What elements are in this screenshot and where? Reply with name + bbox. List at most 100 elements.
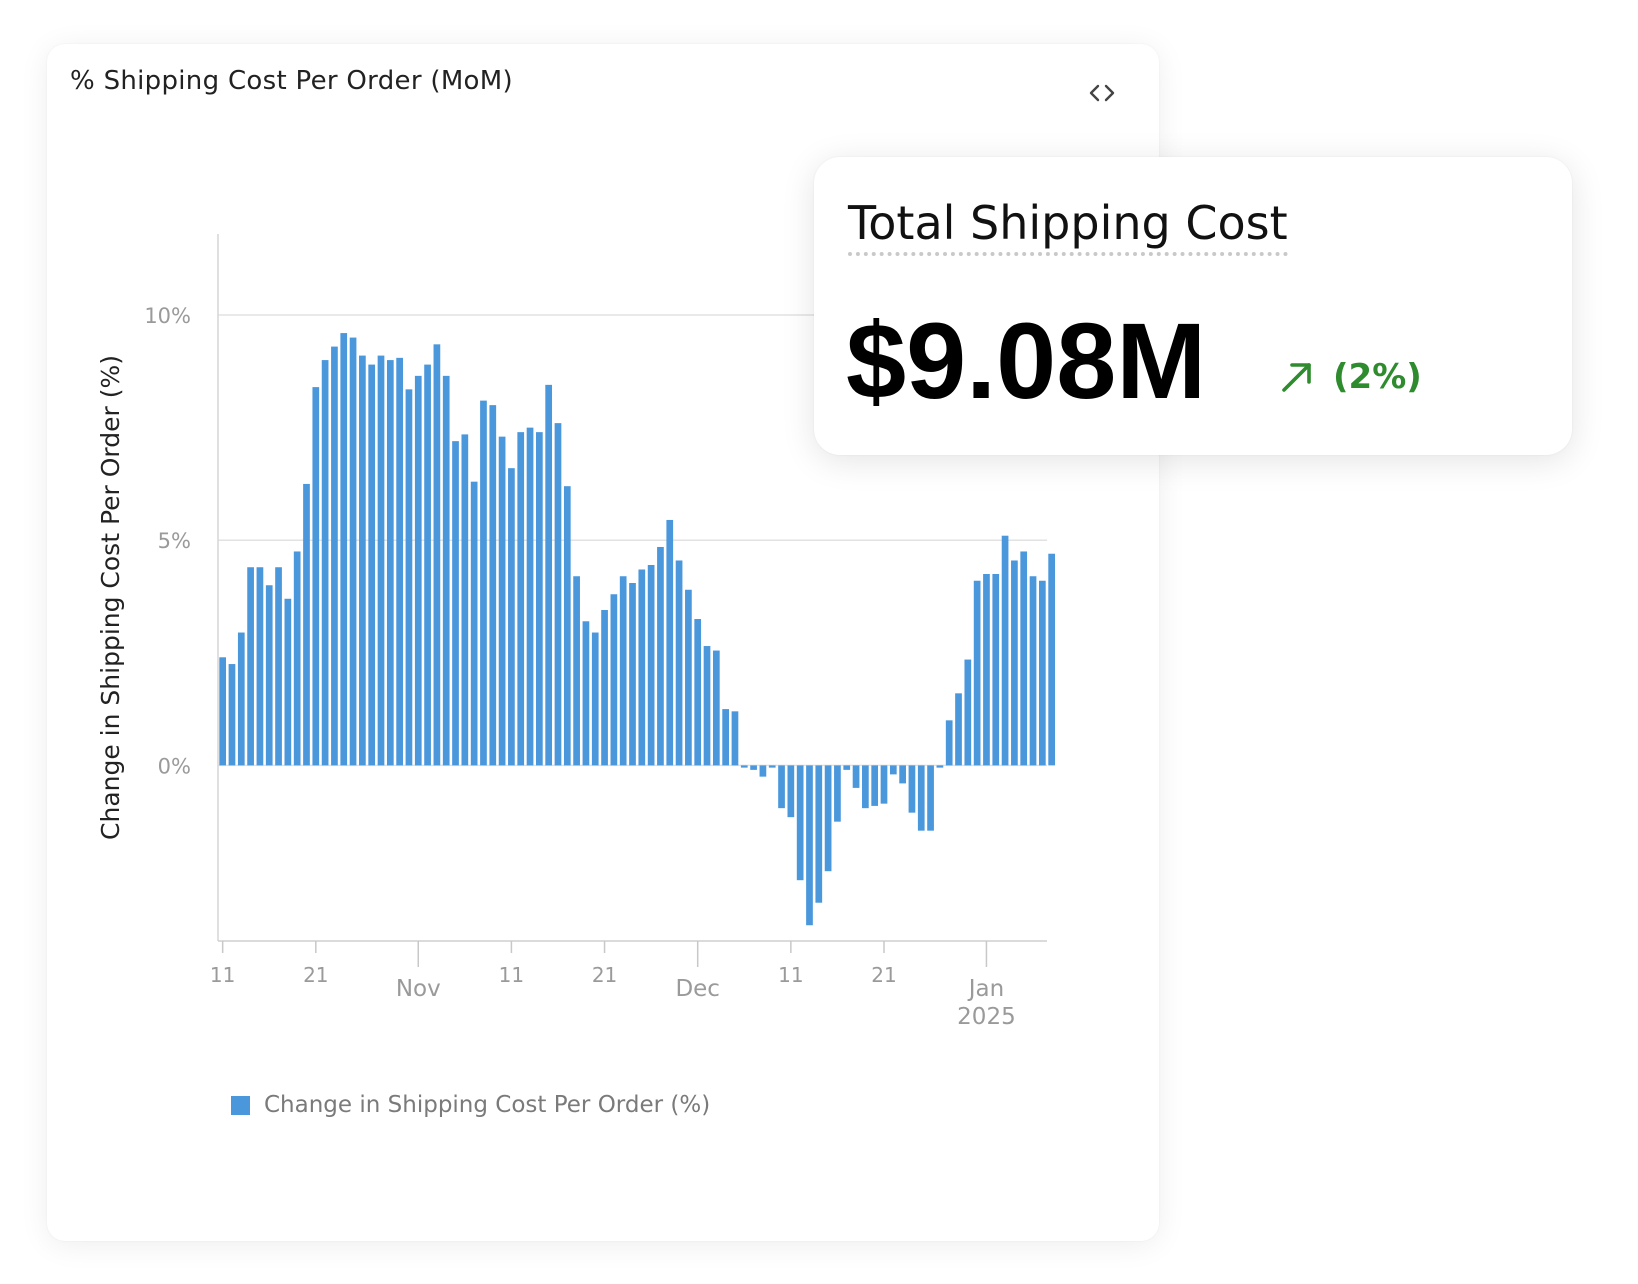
bar xyxy=(983,573,990,766)
legend-label: Change in Shipping Cost Per Order (%) xyxy=(264,1092,711,1118)
x-tick-sublabel: 2025 xyxy=(957,1004,1016,1030)
x-tick-label: 11 xyxy=(499,963,524,987)
x-tick-label: 21 xyxy=(871,963,896,987)
chart-card-title: % Shipping Cost Per Order (MoM) xyxy=(70,66,513,96)
bar xyxy=(778,765,785,809)
x-tick-label: 11 xyxy=(210,963,235,987)
bar xyxy=(293,551,301,766)
bar xyxy=(386,360,394,766)
bar xyxy=(461,434,469,766)
bar xyxy=(889,765,897,775)
bar xyxy=(237,632,245,766)
x-tick-label: Jan xyxy=(967,976,1004,1002)
bar xyxy=(992,573,1000,766)
bar xyxy=(750,765,757,770)
bar xyxy=(554,423,562,766)
bar xyxy=(945,720,953,766)
bar xyxy=(815,765,823,903)
bar xyxy=(396,357,403,766)
x-tick-label: Nov xyxy=(396,976,441,1002)
bar xyxy=(759,765,767,777)
x-tick-label: Dec xyxy=(675,976,720,1002)
x-tick-label: 21 xyxy=(592,963,617,987)
bar xyxy=(955,693,962,766)
bar xyxy=(368,364,376,766)
bar xyxy=(908,765,916,813)
bar xyxy=(489,405,497,766)
bar xyxy=(712,650,720,766)
bar xyxy=(973,580,981,766)
arrow-up-right-icon xyxy=(1282,363,1311,392)
bar xyxy=(834,765,841,822)
bar xyxy=(228,664,236,766)
bar xyxy=(1029,576,1037,766)
bar xyxy=(1001,535,1009,766)
bar xyxy=(685,589,692,766)
bar xyxy=(824,765,832,872)
bar xyxy=(265,585,273,766)
bar xyxy=(843,765,851,770)
bar xyxy=(480,400,487,766)
y-tick-label: 0% xyxy=(158,754,191,778)
bar xyxy=(321,360,329,766)
bar xyxy=(1048,553,1056,766)
bar xyxy=(405,389,413,766)
bar xyxy=(563,486,571,766)
bar xyxy=(433,344,441,766)
bar xyxy=(936,765,944,768)
bar xyxy=(275,567,282,766)
bar xyxy=(414,375,422,766)
bar xyxy=(629,582,636,766)
bar xyxy=(303,483,310,766)
bar xyxy=(740,765,748,768)
kpi-title[interactable]: Total Shipping Cost xyxy=(848,197,1288,256)
bar xyxy=(852,765,860,788)
code-icon[interactable] xyxy=(1087,80,1117,106)
bar xyxy=(284,598,292,766)
bar xyxy=(899,765,906,784)
bar xyxy=(871,765,879,806)
bars xyxy=(219,333,1056,926)
legend[interactable]: Change in Shipping Cost Per Order (%) xyxy=(231,1092,710,1118)
bar xyxy=(526,427,534,766)
bar xyxy=(256,567,264,766)
bar xyxy=(219,657,227,766)
kpi-change: (2%) xyxy=(1279,357,1422,397)
bar xyxy=(880,765,888,804)
bar xyxy=(694,619,702,766)
bar xyxy=(806,765,813,926)
y-axis-title: Change in Shipping Cost Per Order (%) xyxy=(96,355,125,840)
bar xyxy=(340,333,348,766)
bar xyxy=(731,711,739,766)
bar xyxy=(359,355,366,766)
bar xyxy=(917,765,925,831)
bar xyxy=(442,375,450,766)
bar xyxy=(247,567,254,766)
bar xyxy=(666,519,674,766)
bar xyxy=(545,384,553,766)
y-tick-label: 5% xyxy=(158,529,191,553)
kpi-value: $9.08M xyxy=(846,300,1207,421)
bar xyxy=(703,646,711,766)
bar xyxy=(498,436,506,766)
x-tick-label: 11 xyxy=(778,963,803,987)
bar xyxy=(424,364,431,766)
bar xyxy=(768,765,776,768)
bar xyxy=(312,387,320,766)
bar xyxy=(638,569,646,766)
bar xyxy=(927,765,934,831)
bar xyxy=(657,546,664,766)
kpi-card: Total Shipping Cost $9.08M (2%) xyxy=(814,157,1572,455)
bar xyxy=(573,576,580,766)
bar xyxy=(536,432,543,766)
bar xyxy=(601,610,608,766)
bar xyxy=(610,594,618,766)
bar xyxy=(1011,560,1018,766)
bar xyxy=(452,441,459,766)
bar xyxy=(508,468,515,766)
bar xyxy=(517,432,525,766)
bar xyxy=(331,346,338,766)
bar xyxy=(675,560,683,766)
